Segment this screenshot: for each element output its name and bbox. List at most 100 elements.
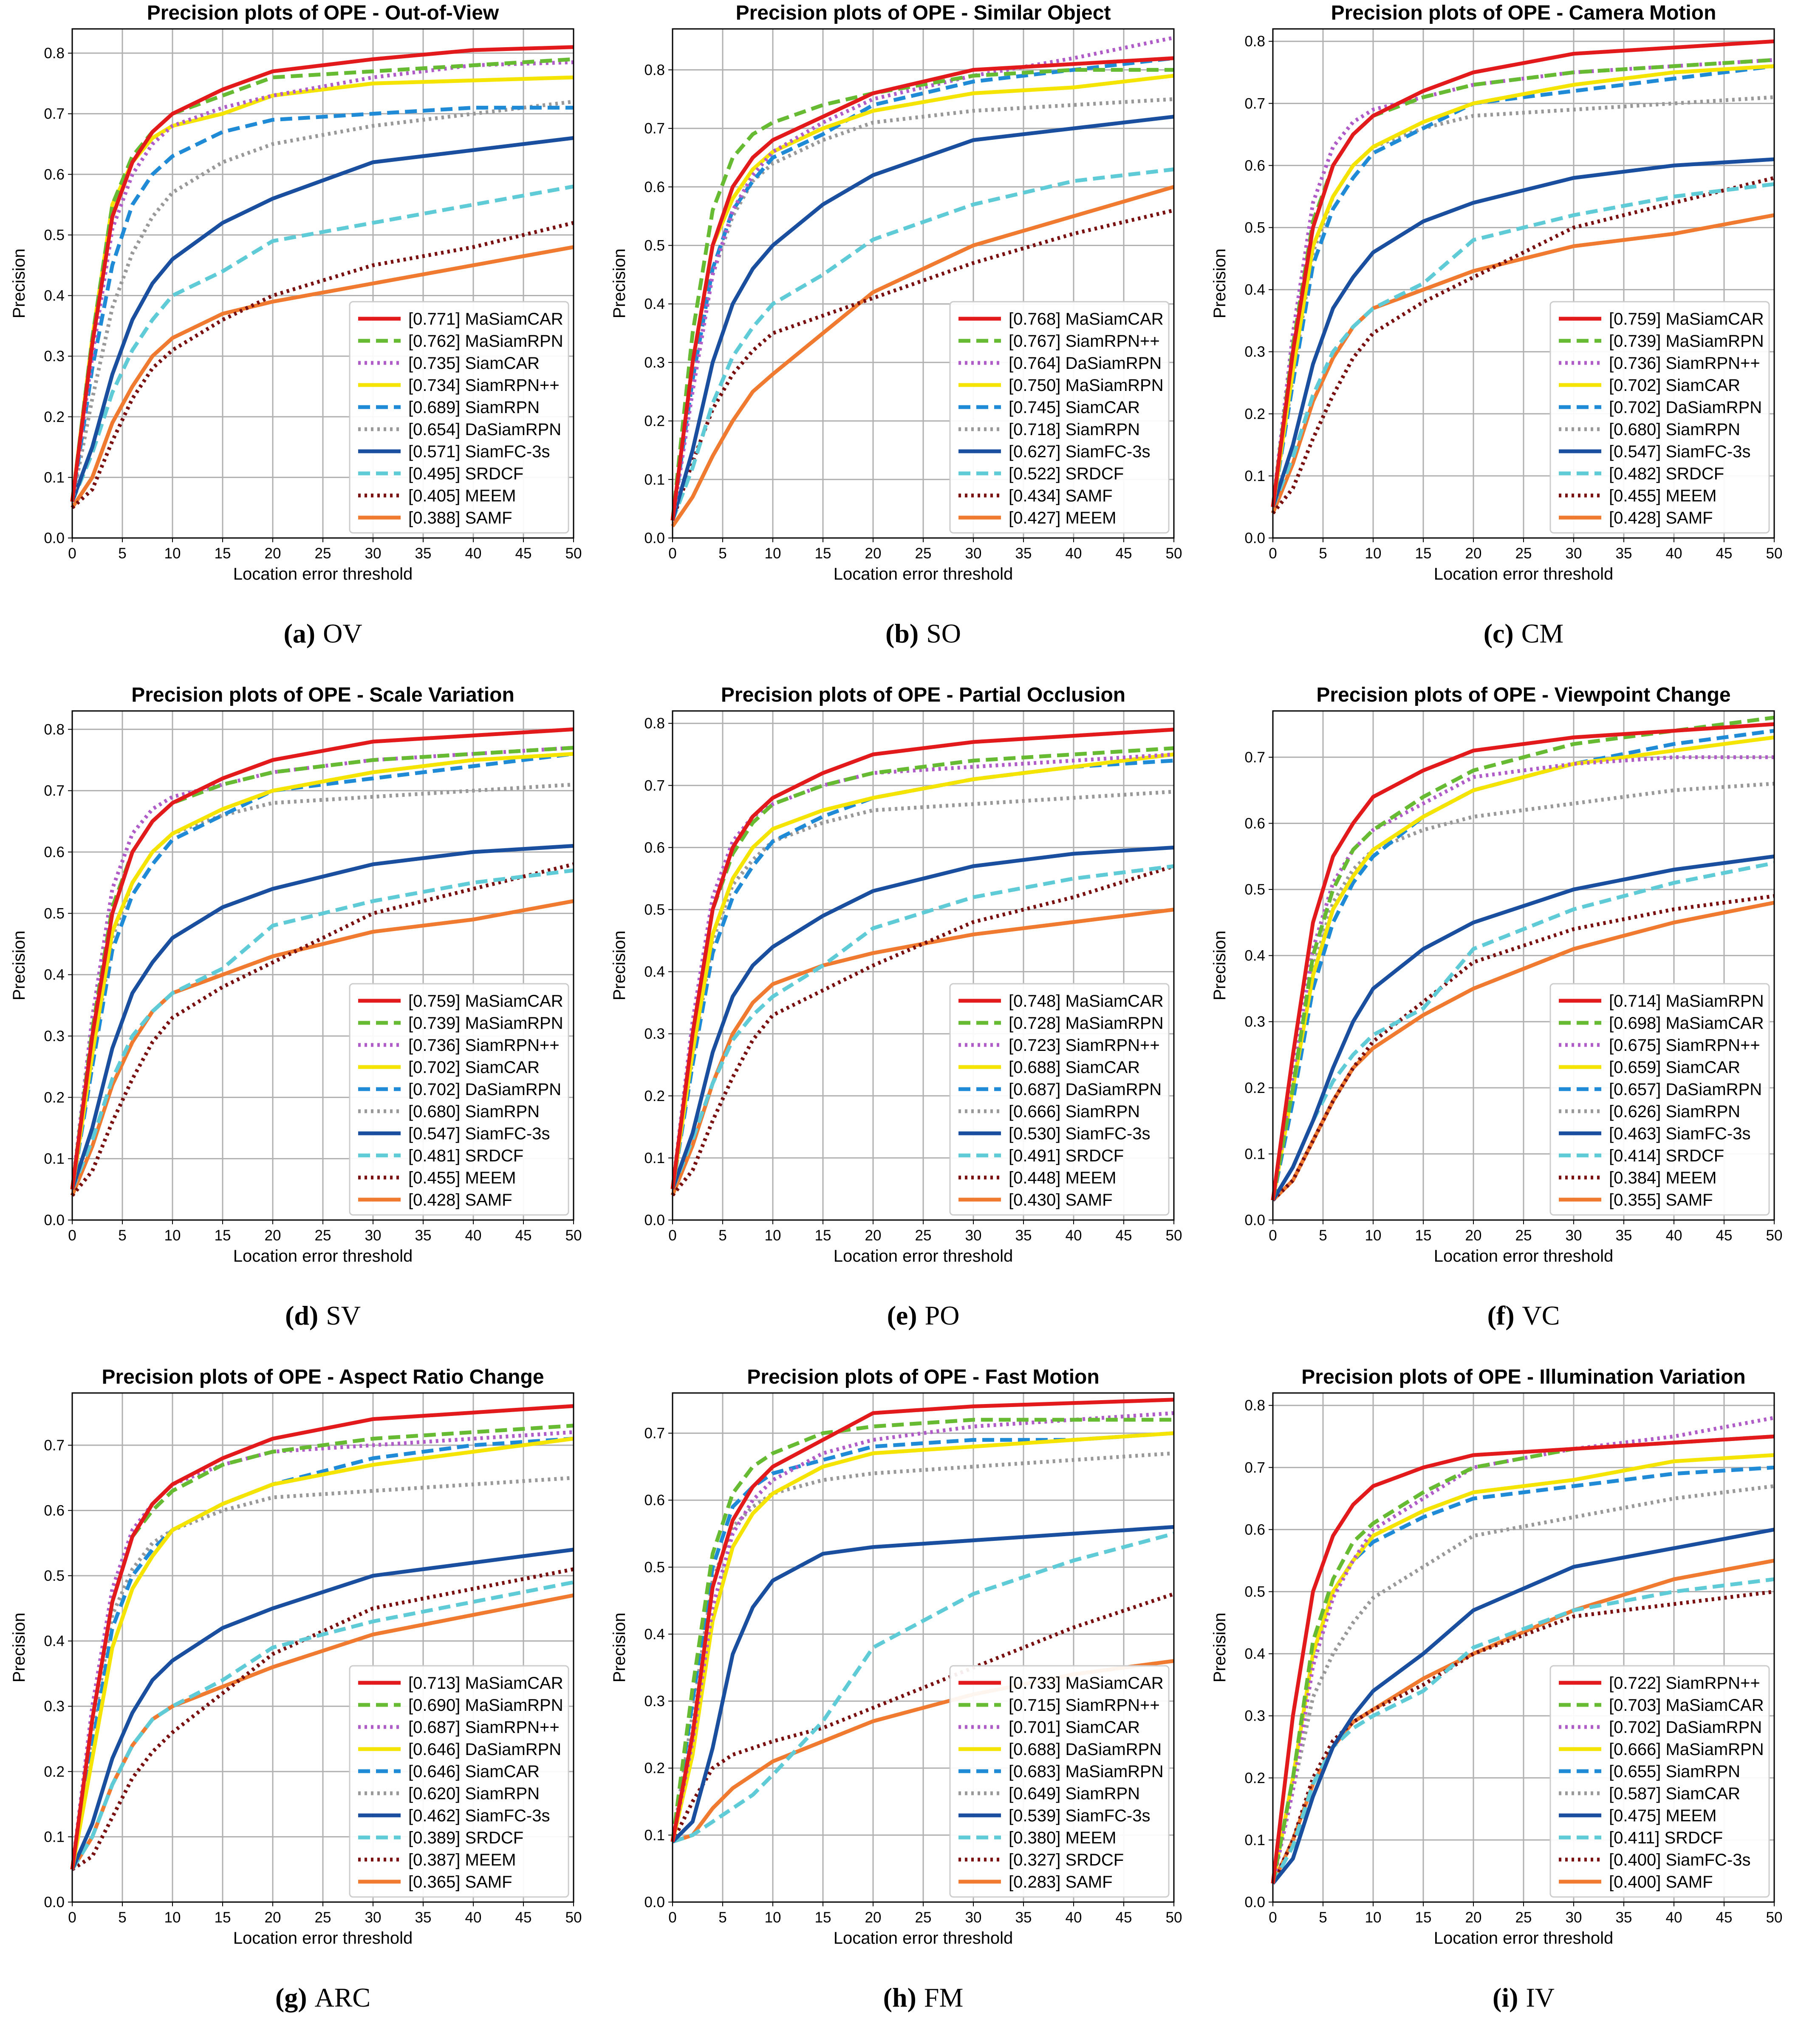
series-line-meem (1271, 1527, 1775, 1885)
series-line-siamfc-3s (670, 845, 1174, 1190)
y-tick-label: 0.0 (44, 1212, 65, 1229)
x-tick-label: 30 (1566, 1227, 1582, 1244)
y-tick-label: 0.7 (1244, 749, 1265, 766)
legend-entry: [0.400] SiamFC-3s (1609, 1851, 1750, 1869)
legend-entry: [0.455] MEEM (1609, 487, 1716, 505)
y-tick-label: 0.7 (1244, 1459, 1265, 1476)
legend-entry: [0.455] MEEM (408, 1169, 516, 1187)
x-axis-label: Location error threshold (1434, 565, 1613, 583)
y-tick-label: 0.5 (44, 905, 65, 922)
series-line-srdcf (670, 167, 1174, 521)
x-tick-label: 45 (515, 1909, 532, 1926)
legend-entry: [0.462] SiamFC-3s (408, 1806, 550, 1825)
legend-entry: [0.655] SiamRPN (1609, 1762, 1740, 1781)
series-line-masiamcar (670, 728, 1174, 1189)
legend-entry: [0.571] SiamFC-3s (408, 442, 550, 461)
axes-frame (672, 28, 1175, 539)
legend: [0.748] MaSiamCAR [0.728] MaSiamRPN [0.723… (949, 983, 1170, 1216)
y-tick-label: 0.2 (644, 413, 665, 430)
series-group (70, 1404, 574, 1871)
x-tick-label: 35 (1015, 1227, 1032, 1244)
y-tick-label: 0.8 (644, 62, 665, 78)
y-tick-label: 0.6 (1244, 157, 1265, 174)
x-tick-label: 45 (1116, 545, 1132, 562)
series-line-srdcf (70, 868, 574, 1190)
y-tick-label: 0.4 (44, 288, 65, 304)
x-tick-label: 45 (1716, 545, 1733, 562)
series-line-siamcar (70, 752, 574, 1190)
x-tick-label: 5 (118, 545, 126, 562)
series-line-siamcar (70, 60, 574, 502)
series-line-srdcf (70, 184, 574, 503)
y-tick-label: 0.1 (644, 1150, 665, 1166)
legend-entry: [0.491] SRDCF (1009, 1147, 1124, 1165)
x-tick-label: 0 (68, 1909, 76, 1926)
legend-entry: [0.430] SAMF (1009, 1191, 1113, 1209)
subfigure-caption: (i) IV (1493, 1982, 1555, 2013)
legend-box (1549, 301, 1770, 534)
axes-frame (672, 1392, 1175, 1903)
legend-entry: [0.666] MaSiamRPN (1609, 1740, 1764, 1759)
legend-entry: [0.649] SiamRPN (1009, 1784, 1140, 1803)
precision-chart: Precision plots of OPE - Partial Occlusi… (610, 684, 1182, 1331)
legend-entry: [0.547] SiamFC-3s (408, 1124, 550, 1143)
y-tick-label: 0.4 (644, 1626, 665, 1642)
x-tick-label: 45 (1116, 1909, 1132, 1926)
y-tick-label: 0.0 (44, 1894, 65, 1911)
y-tick-label: 0.7 (1244, 95, 1265, 112)
x-tick-label: 15 (815, 1909, 831, 1926)
legend-entry: [0.539] SiamFC-3s (1009, 1806, 1150, 1825)
y-tick-label: 0.6 (1244, 815, 1265, 832)
subfigure-caption: (h) FM (883, 1982, 964, 2013)
x-tick-label: 40 (1066, 545, 1082, 562)
y-axis-label: Precision (1210, 249, 1229, 319)
y-tick-label: 0.1 (1244, 468, 1265, 484)
y-tick-label: 0.1 (44, 469, 65, 486)
legend-entry: [0.718] SiamRPN (1009, 420, 1140, 439)
legend-entry: [0.388] SAMF (408, 509, 512, 527)
legend-box (349, 301, 569, 534)
chart-panel: Precision plots of OPE - Viewpoint Chang… (1201, 682, 1795, 1362)
x-tick-label: 35 (1015, 545, 1032, 562)
y-tick-label: 0.3 (44, 1698, 65, 1715)
legend-entry: [0.687] SiamRPN++ (408, 1718, 560, 1737)
x-tick-label: 40 (1066, 1227, 1082, 1244)
x-tick-label: 20 (1465, 545, 1482, 562)
legend-box (949, 983, 1170, 1216)
x-tick-label: 20 (265, 1909, 281, 1926)
caption-name: SV (326, 1300, 361, 1331)
x-tick-label: 15 (215, 545, 231, 562)
x-tick-label: 50 (565, 1227, 582, 1244)
x-axis-label: Location error threshold (233, 1929, 413, 1948)
legend-entry: [0.666] SiamRPN (1009, 1102, 1140, 1121)
chart-panel: Precision plots of OPE - Camera Motion 0 5… (1201, 0, 1795, 680)
legend-entry: [0.748] MaSiamCAR (1009, 992, 1164, 1011)
series-line-masiamrpn (70, 1424, 574, 1870)
y-tick-label: 0.6 (44, 844, 65, 861)
subfigure-caption: (d) SV (285, 1300, 361, 1331)
legend-entry: [0.713] MaSiamCAR (408, 1674, 563, 1693)
caption-name: VC (1522, 1300, 1560, 1331)
legend-entry: [0.728] MaSiamRPN (1009, 1014, 1164, 1033)
x-tick-label: 40 (1666, 545, 1682, 562)
legend-entry: [0.680] SiamRPN (408, 1102, 540, 1121)
legend-entry: [0.411] SRDCF (1609, 1829, 1723, 1847)
series-line-meem (1271, 894, 1775, 1202)
caption-name: SO (926, 618, 961, 648)
precision-chart: Precision plots of OPE - Illumination Va… (1210, 1366, 1782, 2013)
precision-chart: Precision plots of OPE - Viewpoint Chang… (1210, 684, 1782, 1331)
chart-panel: Precision plots of OPE - Similar Object 0… (600, 0, 1195, 680)
legend-entry: [0.675] SiamRPN++ (1609, 1036, 1760, 1055)
legend-entry: [0.448] MEEM (1009, 1169, 1116, 1187)
x-tick-label: 40 (1066, 1909, 1082, 1926)
y-axis-label: Precision (1210, 1613, 1229, 1683)
legend-entry: [0.771] MaSiamCAR (408, 310, 563, 328)
legend: [0.768] MaSiamCAR [0.767] SiamRPN++ [0.764… (949, 301, 1170, 534)
chart-title: Precision plots of OPE - Partial Occlusi… (721, 684, 1125, 706)
y-tick-label: 0.0 (1244, 1212, 1265, 1229)
series-line-siamcar (670, 752, 1174, 1189)
x-axis-label: Location error threshold (233, 565, 413, 583)
legend-entry: [0.703] MaSiamCAR (1609, 1696, 1764, 1715)
y-tick-label: 0.1 (644, 471, 665, 488)
legend-box (1549, 1665, 1770, 1898)
